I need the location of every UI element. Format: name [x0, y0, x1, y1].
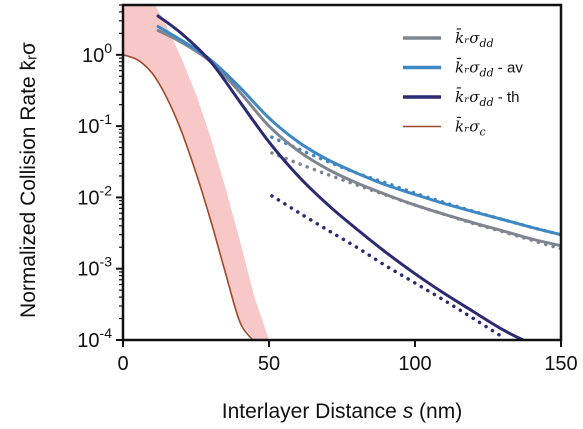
- x-axis-title-unit: (nm): [413, 400, 462, 423]
- x-tick-label: 100: [398, 353, 431, 375]
- y-axis-title: Normalized Collision Rate k̄ᵣσ: [17, 42, 40, 318]
- y-axis: 100 10-1 10-2 10-3 10-4: [77, 4, 123, 352]
- x-tick-label: 50: [258, 353, 280, 375]
- x-axis: 0 50 100 150: [117, 340, 578, 375]
- series-line-2: [156, 14, 525, 340]
- y-tick-label: 10-2: [77, 182, 112, 209]
- series-line-0: [156, 28, 561, 248]
- plot-frame: [121, 3, 563, 342]
- dotted-series-line-6: [270, 194, 505, 339]
- series-line-1: [156, 25, 561, 237]
- y-tick-label: 10-4: [77, 325, 112, 352]
- x-axis-title: Interlayer Distance s (nm): [222, 400, 462, 423]
- y-tick-label: 10-1: [77, 111, 112, 138]
- legend-label: k̄ᵣσc: [455, 117, 486, 138]
- x-tick-label: 0: [117, 353, 128, 375]
- y-tick-label: 100: [82, 40, 112, 67]
- x-tick-label: 150: [544, 353, 577, 375]
- legend: k̄ᵣσdd k̄ᵣσdd - av k̄ᵣσdd - th k̄ᵣσc: [403, 29, 523, 139]
- y-tick-label: 10-3: [77, 254, 112, 281]
- series-line-3: [123, 54, 254, 340]
- x-axis-title-text: Interlayer Distance: [222, 400, 403, 423]
- legend-label: k̄ᵣσdd - av: [455, 58, 523, 79]
- legend-label: k̄ᵣσdd - th: [455, 88, 519, 109]
- legend-label: k̄ᵣσdd: [455, 29, 494, 50]
- series-layer: [123, 14, 561, 340]
- x-axis-title-symbol: s: [403, 400, 414, 423]
